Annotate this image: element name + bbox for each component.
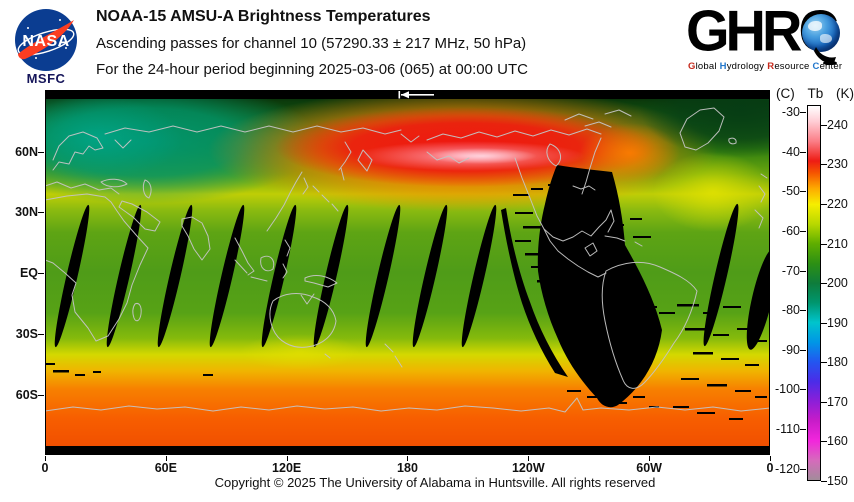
page-subtitle-period: For the 24-hour period beginning 2025-03…: [96, 61, 528, 78]
celsius-tick-label: -80: [752, 303, 806, 317]
celsius-tick-label: -70: [752, 264, 806, 278]
celsius-tick-label: -30: [752, 105, 806, 119]
brightness-temperature-map: [0, 62, 840, 455]
temperature-field: [0, 62, 840, 455]
ghrc-logo: GHRC Global Hydrology Resource Center: [686, 0, 852, 82]
world-map-svg: [0, 62, 840, 455]
kelvin-tick-label: 240: [821, 118, 854, 132]
celsius-tick-label: -110: [752, 422, 806, 436]
colorbar-unit-celsius: (C): [776, 86, 795, 101]
celsius-tick-label: -100: [752, 382, 806, 396]
ghrc-tagline-word: Resource: [767, 61, 810, 72]
globe-stand-icon: [814, 47, 837, 65]
celsius-tick-label: -90: [752, 343, 806, 357]
kelvin-tick-label: 230: [821, 157, 854, 171]
ghrc-tagline-word: Center: [812, 61, 843, 72]
y-axis-label: 30S: [0, 327, 44, 341]
colorbar: [807, 105, 821, 481]
x-axis-label: 120E: [259, 456, 315, 475]
ghrc-tagline: Global Hydrology Resource Center: [688, 61, 852, 72]
colorbar-header: (C) Tb (K): [776, 86, 854, 101]
nasa-center-label: MSFC: [26, 71, 66, 86]
x-axis-label: 0: [17, 456, 73, 475]
celsius-tick-label: -120: [752, 462, 806, 476]
copyright-notice: Copyright © 2025 The University of Alaba…: [214, 475, 656, 490]
kelvin-tick-label: 200: [821, 276, 854, 290]
y-axis-label: 60N: [0, 145, 44, 159]
kelvin-tick-label: 160: [821, 434, 854, 448]
nasa-logo: NASA: [14, 8, 78, 72]
y-axis-label: 60S: [0, 388, 44, 402]
title-block: NOAA-15 AMSU-A Brightness Temperatures A…: [96, 8, 656, 79]
kelvin-tick-label: 180: [821, 355, 854, 369]
kelvin-tick-label: 220: [821, 197, 854, 211]
x-axis-label: 0: [742, 456, 798, 475]
coastlines: [44, 107, 771, 413]
kelvin-tick-label: 190: [821, 316, 854, 330]
swath-direction-arrow: [398, 90, 434, 99]
y-axis-label: 30N: [0, 205, 44, 219]
nasa-insignia-icon: NASA: [15, 9, 77, 71]
svg-text:NASA: NASA: [22, 33, 69, 50]
kelvin-tick-label: 150: [821, 474, 854, 488]
globe-icon: [802, 14, 840, 52]
colorbar-quantity: Tb: [807, 86, 824, 101]
page-subtitle-channel: Ascending passes for channel 10 (57290.3…: [96, 35, 527, 52]
ghrc-tagline-word: Hydrology: [719, 61, 765, 72]
celsius-tick-label: -50: [752, 184, 806, 198]
x-axis-label: 60E: [138, 456, 194, 475]
y-axis-label: EQ: [0, 266, 44, 280]
x-axis-label: 120W: [500, 456, 556, 475]
ghrc-tagline-word: Global: [688, 61, 717, 72]
kelvin-tick-label: 210: [821, 237, 854, 251]
colorbar-unit-kelvin: (K): [835, 86, 854, 101]
celsius-tick-label: -60: [752, 224, 806, 238]
kelvin-tick-label: 170: [821, 395, 854, 409]
x-axis-label: 180: [379, 456, 435, 475]
celsius-tick-label: -40: [752, 145, 806, 159]
page-title: NOAA-15 AMSU-A Brightness Temperatures: [96, 8, 431, 25]
x-axis-label: 60W: [621, 456, 677, 475]
